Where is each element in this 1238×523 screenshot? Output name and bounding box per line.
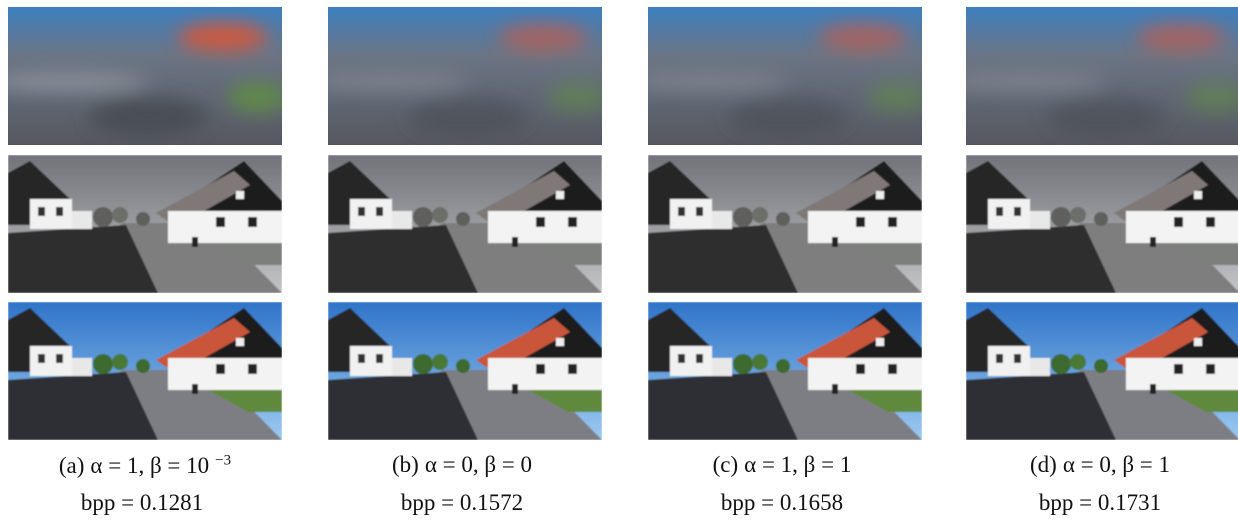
bpp: bpp = 0.1281 [81, 490, 203, 515]
residual-image [966, 155, 1238, 293]
blob [1046, 97, 1166, 137]
params-text: α = 1, β = 1 [744, 452, 851, 477]
reconstruction-image [8, 302, 282, 440]
scene [8, 302, 282, 440]
scene [648, 155, 922, 293]
scene [328, 155, 602, 293]
scene [8, 155, 282, 293]
params: α = 1, β = 10 −3 [90, 453, 231, 478]
motion-image [966, 7, 1238, 145]
bpp: bpp = 0.1731 [1039, 490, 1161, 515]
blob [1136, 23, 1226, 51]
blob [88, 97, 208, 137]
caption-bpp: bpp = 0.1572 [298, 490, 632, 516]
bpp: bpp = 0.1658 [721, 490, 843, 515]
caption-params: (a)α = 1, β = 10 −3 [0, 452, 312, 479]
motion-image [8, 7, 282, 145]
residual-image [648, 155, 922, 293]
motion-image [648, 7, 922, 145]
caption-bpp: bpp = 0.1731 [936, 490, 1238, 516]
scene [966, 302, 1238, 440]
params: α = 0, β = 1 [1063, 452, 1176, 477]
exponent: −3 [215, 452, 231, 468]
blob [498, 23, 588, 51]
panel-label: (c) [713, 452, 739, 477]
motion-image [328, 7, 602, 145]
bpp: bpp = 0.1572 [401, 490, 523, 515]
residual-image [328, 155, 602, 293]
params-text: α = 1, β = 10 [90, 453, 209, 478]
caption-params: (c)α = 1, β = 1 [618, 452, 952, 478]
scene [648, 302, 922, 440]
panel: (d)α = 0, β = 1 bpp = 0.1731 [966, 0, 1238, 523]
params: α = 0, β = 0 [425, 452, 538, 477]
blob [818, 23, 908, 51]
scene [966, 155, 1238, 293]
figure: (a)α = 1, β = 10−3bpp = 0.1281(b)α = 0, … [0, 0, 1238, 523]
scene [328, 302, 602, 440]
caption-bpp: bpp = 0.1658 [618, 490, 952, 516]
panel: (b)α = 0, β = 0 bpp = 0.1572 [328, 0, 602, 523]
reconstruction-image [328, 302, 602, 440]
blob [408, 97, 528, 137]
panel: (c)α = 1, β = 1 bpp = 0.1658 [648, 0, 922, 523]
params: α = 1, β = 1 [744, 452, 857, 477]
reconstruction-image [648, 302, 922, 440]
panel-label: (b) [392, 452, 419, 477]
params-text: α = 0, β = 1 [1063, 452, 1170, 477]
reconstruction-image [966, 302, 1238, 440]
blob [178, 23, 268, 51]
panel-label: (a) [59, 453, 85, 478]
residual-image [8, 155, 282, 293]
params-text: α = 0, β = 0 [425, 452, 532, 477]
caption-bpp: bpp = 0.1281 [0, 490, 312, 516]
panel-label: (d) [1030, 452, 1057, 477]
panel: (a)α = 1, β = 10 −3 bpp = 0.1281 [8, 0, 282, 523]
caption-params: (b)α = 0, β = 0 [298, 452, 632, 478]
blob [728, 97, 848, 137]
caption-params: (d)α = 0, β = 1 [936, 452, 1238, 478]
